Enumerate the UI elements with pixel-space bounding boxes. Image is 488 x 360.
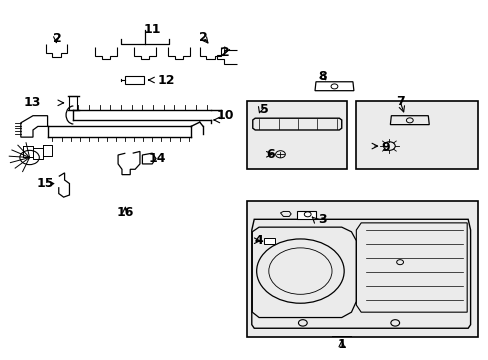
Text: 16: 16	[117, 206, 134, 219]
Text: 5: 5	[259, 103, 268, 116]
Text: 11: 11	[143, 23, 161, 36]
Text: 12: 12	[158, 74, 175, 87]
Text: 6: 6	[265, 148, 274, 161]
Text: 3: 3	[317, 213, 326, 226]
Text: 8: 8	[317, 70, 326, 83]
Text: 9: 9	[381, 141, 389, 154]
Text: 2: 2	[220, 46, 229, 59]
Bar	[264, 238, 274, 244]
Bar	[246, 202, 477, 337]
Bar	[296, 211, 315, 219]
Bar	[69, 96, 77, 110]
Bar	[125, 76, 143, 84]
Text: 2: 2	[53, 32, 61, 45]
Text: 2: 2	[199, 31, 207, 44]
Text: 7: 7	[395, 95, 404, 108]
Text: 4: 4	[254, 234, 263, 247]
Text: 13: 13	[23, 96, 41, 109]
Text: 10: 10	[216, 109, 233, 122]
Text: 15: 15	[36, 177, 54, 190]
Bar	[356, 102, 477, 169]
Text: 1: 1	[337, 338, 346, 351]
Text: 14: 14	[148, 152, 165, 165]
Bar	[246, 102, 346, 169]
